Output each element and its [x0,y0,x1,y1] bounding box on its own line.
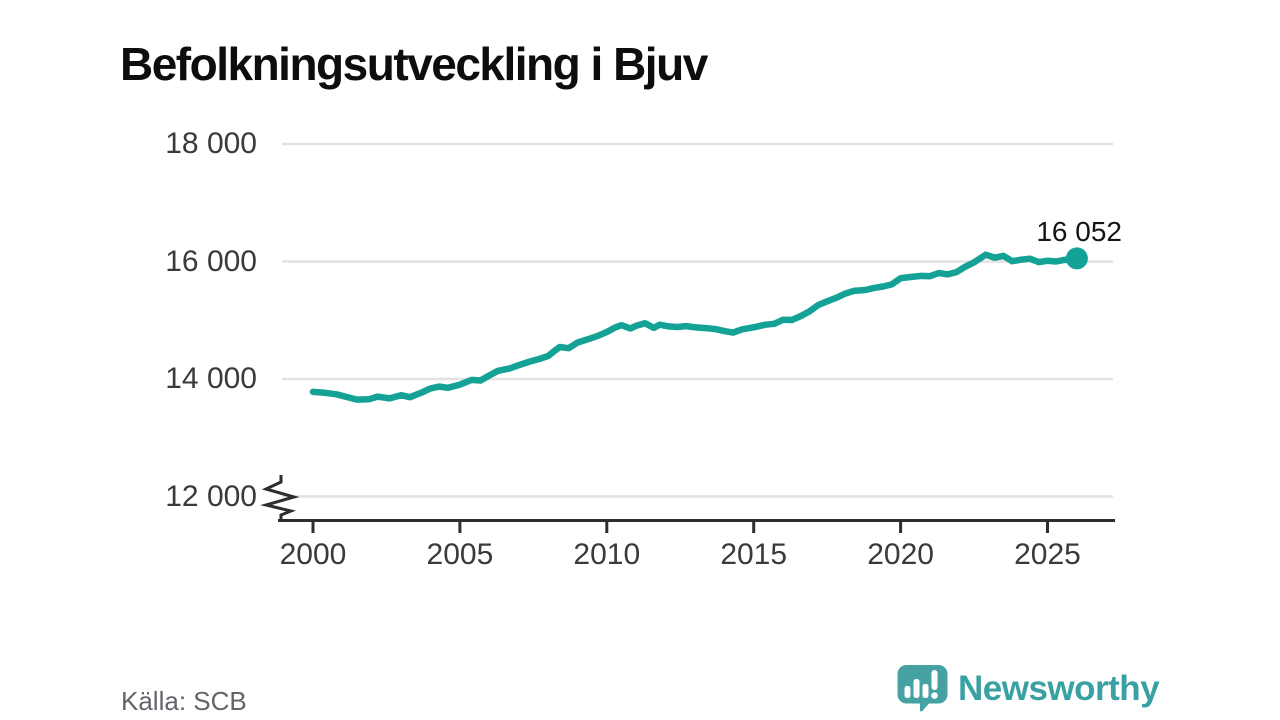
y-axis-break-zigzag [260,475,300,521]
x-tick-label: 2000 [279,538,347,571]
x-tick-label: 2010 [573,538,641,571]
x-tick-label: 2020 [867,538,934,571]
newsworthy-logo-icon [897,665,948,712]
source-label: Källa: SCB [121,686,247,716]
y-tick-label: 18 000 [165,127,257,160]
y-tick-label: 14 000 [165,362,257,395]
y-tick-label: 12 000 [165,479,257,513]
x-tick-label: 2025 [1014,538,1081,571]
population-line [309,251,1081,403]
newsworthy-logo: Newsworthy [896,663,1160,715]
gridlines [282,142,1113,498]
bar-chart-exclamation-glyph [904,670,938,699]
last-value-annotation: 16 052 [1036,216,1122,247]
y-tick-label: 16 000 [165,244,257,278]
end-point-dot [1065,247,1088,270]
newsworthy-wordmark: Newsworthy [958,669,1160,708]
x-tick-label: 2015 [720,538,788,571]
page-title: Befolkningsutveckling i Bjuv [120,37,708,90]
x-tick-label: 2005 [426,538,494,571]
x-axis-ticks [311,521,1049,533]
